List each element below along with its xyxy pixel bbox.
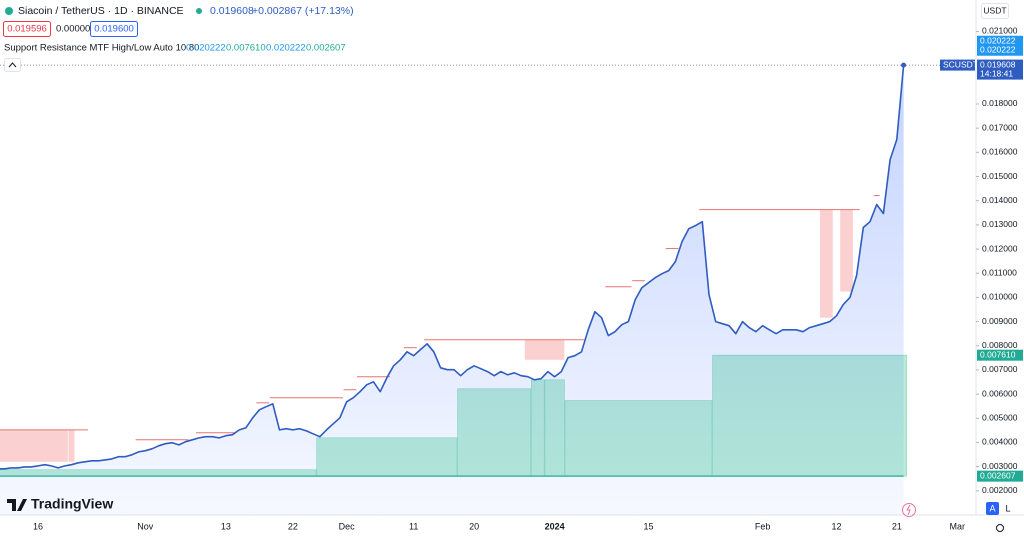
support-badge-label: 0.007610 bbox=[980, 349, 1016, 359]
resistance-badge bbox=[977, 35, 1023, 47]
ask-box[interactable] bbox=[90, 21, 138, 37]
symbol-badge-label: SCUSDT bbox=[943, 59, 978, 69]
support-badge bbox=[977, 470, 1023, 482]
collapse-button[interactable] bbox=[4, 58, 21, 72]
y-tick-label: 0.003000 bbox=[982, 461, 1018, 471]
resistance-zone bbox=[840, 209, 853, 292]
spread: 0.000004 bbox=[56, 24, 96, 35]
collapse-icon bbox=[8, 62, 17, 68]
x-tick-label: 13 bbox=[221, 521, 231, 531]
x-tick-label: 15 bbox=[644, 521, 654, 531]
currency[interactable]: USDT bbox=[983, 5, 1006, 15]
price-axis: 0.002000 0.003000 0.004000 0.005000 0.006000… bbox=[976, 26, 1018, 495]
y-tick-label: 0.011000 bbox=[982, 267, 1017, 277]
y-tick-label: 0.010000 bbox=[982, 292, 1018, 302]
ask-price[interactable]: 0.019600 bbox=[94, 24, 134, 35]
price-change: +0.002867 (+17.13%) bbox=[252, 5, 354, 17]
indicator-name: Support Resistance MTF High/Low Auto 10 … bbox=[4, 43, 199, 54]
x-tick-label: Mar bbox=[949, 521, 965, 531]
bid-box[interactable] bbox=[3, 21, 51, 37]
resistance-badge-label: 0.020222 bbox=[980, 44, 1016, 54]
symbol-title: Siacoin / TetherUS · 1D · BINANCE bbox=[18, 5, 184, 17]
y-tick-label: 0.021000 bbox=[982, 26, 1018, 36]
x-tick-label: Dec bbox=[339, 521, 356, 531]
y-tick-label: 0.013000 bbox=[982, 219, 1018, 229]
indicator-value: 0.002607 bbox=[306, 43, 346, 54]
x-tick-label: 2024 bbox=[545, 521, 565, 531]
events-bolt bbox=[906, 504, 911, 516]
resistance-badge bbox=[977, 44, 1023, 56]
y-tick-label: 0.017000 bbox=[982, 122, 1018, 132]
x-tick-label: Nov bbox=[137, 521, 154, 531]
brand-logo bbox=[7, 499, 27, 511]
price-line bbox=[0, 65, 905, 470]
y-tick-label: 0.012000 bbox=[982, 243, 1018, 253]
y-tick-label: 0.004000 bbox=[982, 437, 1018, 447]
resistance-zone bbox=[68, 429, 75, 462]
indicator-value: 0.020222 bbox=[266, 43, 306, 54]
y-tick-label: 0.007000 bbox=[982, 364, 1018, 374]
x-tick-label: 21 bbox=[892, 521, 902, 531]
y-tick-label: 0.008000 bbox=[982, 340, 1018, 350]
y-tick-label: 0.006000 bbox=[982, 388, 1018, 398]
x-tick-label: Feb bbox=[755, 521, 771, 531]
symbol-icon bbox=[5, 7, 13, 15]
time-axis: 16 Nov 13 22 Dec 11 20 2024 15 Feb 12 21 Mar bbox=[33, 521, 965, 531]
auto-button[interactable] bbox=[986, 502, 999, 515]
x-tick-label: 16 bbox=[33, 521, 43, 531]
brand-name: TradingView bbox=[31, 496, 113, 512]
symbol-badge bbox=[940, 59, 975, 71]
x-tick-label: 12 bbox=[831, 521, 841, 531]
bid-price[interactable]: 0.019596 bbox=[7, 24, 47, 35]
resistance-badge-label: 0.020222 bbox=[980, 35, 1016, 45]
y-tick-label: 0.015000 bbox=[982, 171, 1018, 181]
settings-icon[interactable] bbox=[996, 524, 1004, 532]
plot-area bbox=[0, 62, 976, 515]
price-area bbox=[0, 65, 904, 515]
brand: TradingView bbox=[7, 496, 113, 512]
currency-button[interactable] bbox=[981, 3, 1009, 19]
y-tick-label: 0.009000 bbox=[982, 316, 1018, 326]
price-badge bbox=[977, 59, 1023, 80]
y-tick-label: 0.014000 bbox=[982, 195, 1018, 205]
support-badge-label: 0.002607 bbox=[980, 470, 1016, 480]
log-label[interactable]: L bbox=[1005, 503, 1010, 513]
x-tick-label: 11 bbox=[409, 521, 418, 531]
support-badge bbox=[977, 349, 1023, 361]
indicator-value: 0.007610 bbox=[226, 43, 266, 54]
price-badge-label: 0.019608 bbox=[980, 59, 1016, 69]
y-tick-label: 0.002000 bbox=[982, 485, 1018, 495]
resistance-zone bbox=[820, 209, 833, 318]
y-tick-label: 0.018000 bbox=[982, 98, 1018, 108]
x-tick-label: 22 bbox=[288, 521, 298, 531]
last-price: 0.019608 bbox=[210, 5, 254, 17]
countdown-label: 14:18:41 bbox=[980, 68, 1013, 78]
indicator-value: 0.020222 bbox=[186, 43, 226, 54]
status-dot bbox=[196, 8, 202, 14]
y-tick-label: 0.016000 bbox=[982, 147, 1018, 157]
legend-header: Siacoin / TetherUS · 1D · BINANCE 0.0196… bbox=[3, 5, 354, 72]
indicator-values: 0.020222 0.007610 0.020222 0.002607 bbox=[186, 43, 346, 54]
resistance-zone bbox=[524, 339, 565, 360]
y-tick-label: 0.005000 bbox=[982, 413, 1018, 423]
resistance-zone bbox=[0, 429, 68, 462]
auto-label[interactable]: A bbox=[989, 503, 995, 513]
x-tick-label: 20 bbox=[469, 521, 479, 531]
